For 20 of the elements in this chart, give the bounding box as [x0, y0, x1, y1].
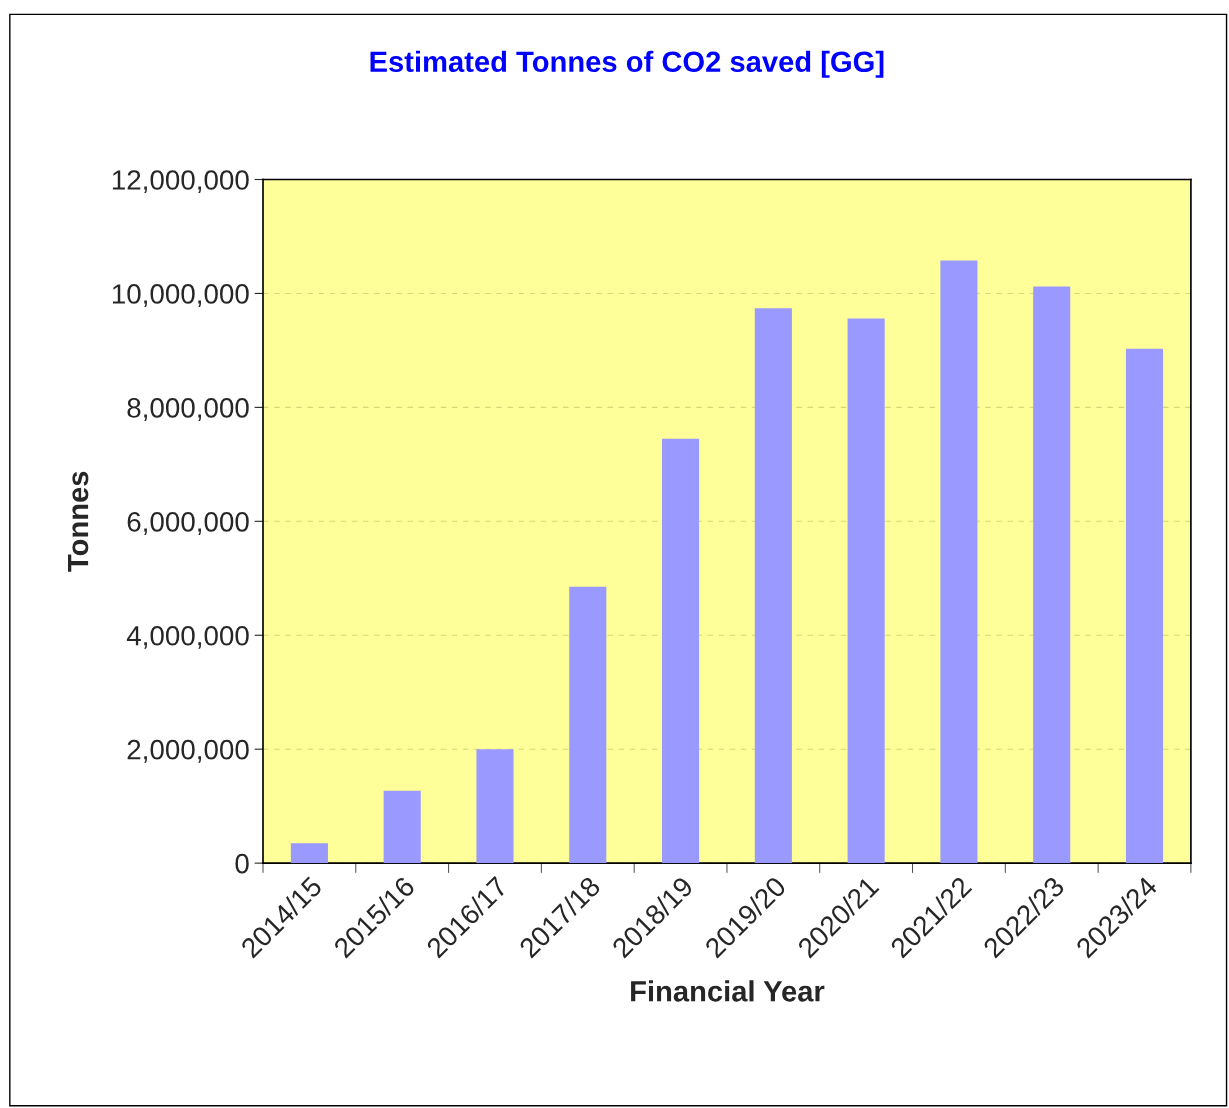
bar [569, 586, 607, 864]
bar [754, 308, 792, 864]
bar [662, 438, 700, 864]
y-tick-label: 4,000,000 [126, 625, 249, 649]
y-tick-label: 10,000,000 [112, 284, 249, 308]
y-tick-label: 8,000,000 [127, 398, 249, 421]
y-tick-label: 0 [235, 853, 249, 874]
chart-title: Estimated Tonnes of CO2 saved [GG] [370, 50, 884, 78]
bar [383, 790, 421, 864]
bar [940, 260, 978, 864]
bar [1033, 286, 1071, 864]
bar [847, 318, 885, 864]
bar [1125, 348, 1164, 864]
y-axis-title: Tonnes [68, 471, 89, 572]
bar [290, 843, 328, 864]
x-axis-title: Financial Year [631, 980, 825, 1002]
bar [476, 749, 514, 864]
y-tick-label: 6,000,000 [127, 511, 249, 535]
y-tick-label: 2,000,000 [127, 739, 249, 763]
y-tick-label: 12,000,000 [112, 170, 249, 194]
